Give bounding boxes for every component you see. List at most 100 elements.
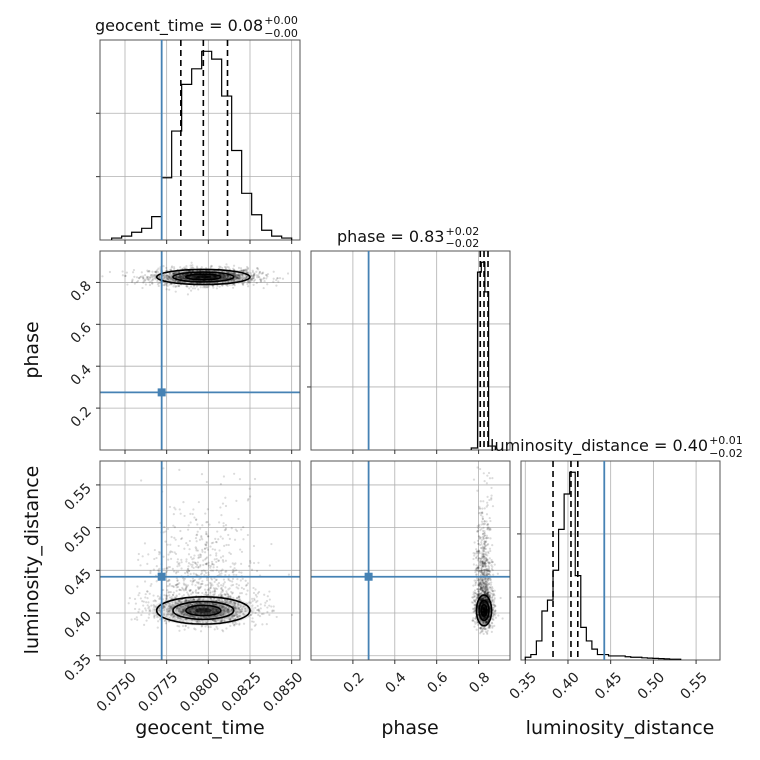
sample-point [200,611,203,614]
sample-point [236,616,239,619]
sample-point [239,614,242,618]
sample-point [204,591,208,594]
sample-point [252,283,255,286]
sample-point [200,277,203,280]
sample-point [226,274,229,278]
sample-point [480,559,483,562]
sample-point [213,276,216,279]
sample-point [479,560,482,563]
sample-point [180,277,183,281]
sample-point [205,276,208,279]
sample-point [224,277,227,280]
sample-point [257,608,260,612]
sample-point [480,541,483,544]
sample-point [219,614,222,617]
sample-point [182,277,185,280]
sample-point [177,583,180,586]
sample-point [198,556,201,559]
sample-point [224,277,227,280]
sample-point [485,621,489,624]
sample-point [194,628,197,631]
sample-point [142,604,145,607]
sample-point [199,277,202,280]
sample-point [474,571,477,574]
sample-point [212,275,215,278]
sample-point [478,551,481,555]
sample-point [227,274,230,278]
sample-point [217,581,221,585]
sample-point [203,275,206,278]
sample-point [477,579,480,582]
sample-point [205,276,208,279]
sample-point [482,553,485,556]
sample-point [179,600,182,603]
sample-point [483,561,486,564]
title-phase: phase = 0.83 [337,227,444,246]
sample-point [125,271,128,274]
sample-point [317,617,319,619]
sample-point [176,560,179,564]
sample-point [479,599,482,602]
sample-point [172,266,176,269]
sample-point [475,579,478,582]
sample-point [193,516,196,519]
sample-point [217,593,221,597]
sample-point [196,561,199,564]
sample-point [237,278,240,281]
sample-point [174,538,177,541]
contour-0 [475,594,493,627]
xtick-label-phase-0: 0.2 [341,669,368,696]
sample-point [477,590,480,593]
sample-point [216,583,219,586]
sample-point [237,587,240,590]
sample-point [253,273,256,276]
sample-point [481,589,484,592]
sample-point [182,608,185,611]
sample-point [202,606,205,609]
sample-point [166,580,169,583]
sample-point [158,618,162,621]
sample-point [260,278,263,281]
sample-point [185,560,188,563]
sample-point [483,540,486,544]
sample-point [167,275,170,278]
sample-point [209,597,212,600]
sample-point [165,608,168,611]
sample-point [488,591,492,594]
sample-point [203,611,206,615]
sample-point [177,271,181,274]
sample-point [168,584,171,587]
sample-point [242,281,245,285]
sample-point [197,607,200,610]
sample-point [170,276,173,280]
sample-point [484,587,488,591]
sample-point [197,276,200,279]
sample-point [223,592,226,596]
sample-point [491,561,494,564]
sample-point [185,285,189,288]
sample-point [229,624,232,628]
sample-point [255,569,259,573]
sample-point [197,587,200,590]
sample-point [153,614,156,617]
sample-point [165,269,168,272]
sample-point [485,513,489,516]
sample-point [194,602,197,605]
sample-point [259,603,262,606]
sample-point [180,611,183,614]
sample-point [194,276,197,279]
sample-point [166,567,169,570]
sample-point [235,596,239,599]
sample-point [477,549,480,552]
sample-point [222,275,225,279]
sample-point [175,607,178,610]
sample-point [199,612,203,615]
sample-point [482,565,485,568]
sample-point [210,265,213,268]
sample-point [163,284,166,287]
sample-point [477,556,480,560]
sample-point [189,285,193,288]
sample-point [182,267,185,270]
sample-point [242,276,245,279]
